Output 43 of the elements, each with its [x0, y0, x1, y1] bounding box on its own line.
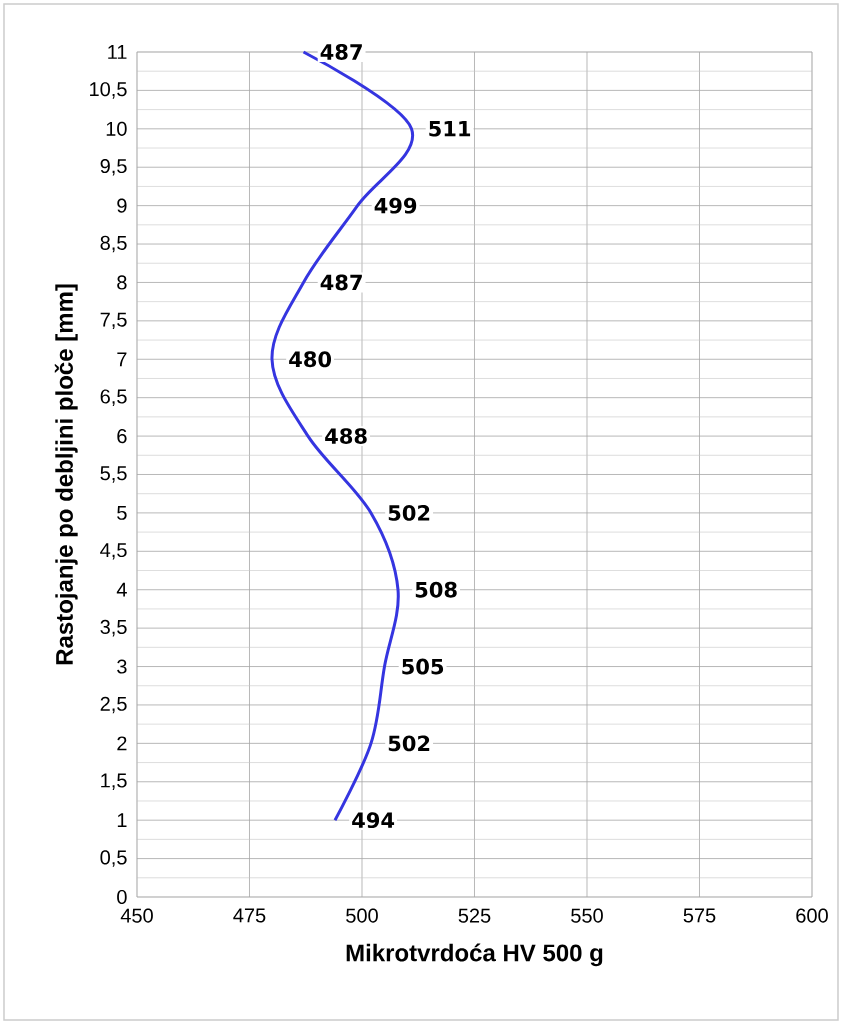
data-label: 508: [415, 581, 457, 598]
data-label: 487: [320, 274, 362, 291]
data-label: 488: [325, 428, 367, 445]
y-tick-label: 11: [108, 45, 127, 59]
y-tick-label: 9,5: [100, 158, 127, 176]
y-tick-label: 5: [117, 505, 127, 520]
y-tick-label: 3: [117, 659, 127, 674]
y-tick-label: 5,5: [100, 466, 127, 483]
y-tick-label: 8,5: [100, 235, 127, 253]
data-label: 511: [429, 121, 471, 137]
y-tick-label: 4: [116, 582, 127, 597]
y-tick-label: 6: [117, 429, 127, 444]
x-tick-label: 525: [458, 908, 491, 923]
data-label: 502: [388, 504, 430, 521]
y-tick-label: 9: [117, 198, 127, 213]
y-tick-label: 8: [117, 275, 127, 290]
data-label: 499: [374, 197, 417, 214]
data-label: 505: [402, 658, 444, 675]
y-tick-label: 2: [117, 736, 127, 751]
y-tick-label: 10: [106, 121, 127, 136]
y-tick-label: 7: [117, 352, 127, 367]
data-label: 480: [289, 351, 332, 368]
x-tick-label: 500: [346, 908, 378, 923]
x-tick-label: 600: [796, 908, 828, 923]
y-axis-title: Rastojanje po debljini ploče [mm]: [54, 284, 78, 665]
data-label: 487: [320, 44, 362, 60]
x-axis-title: Mikrotvrdoća HV 500 g: [346, 943, 603, 967]
y-tick-label: 3,5: [100, 619, 127, 637]
y-tick-label: 1,5: [101, 773, 127, 790]
x-tick-label: 550: [571, 908, 603, 923]
y-tick-label: 0: [117, 889, 127, 905]
y-tick-label: 4,5: [100, 543, 127, 560]
y-tick-label: 0,5: [100, 850, 127, 867]
y-tick-label: 1: [117, 813, 127, 828]
y-tick-label: 10,5: [90, 82, 127, 99]
data-label: 502: [388, 735, 430, 752]
x-tick-label: 450: [120, 908, 153, 923]
y-tick-label: 2,5: [100, 696, 127, 714]
data-label: 494: [352, 812, 395, 829]
x-tick-label: 475: [233, 908, 266, 923]
y-tick-label: 7,5: [100, 312, 127, 330]
y-tick-label: 6,5: [100, 389, 127, 406]
x-tick-label: 575: [683, 908, 716, 923]
